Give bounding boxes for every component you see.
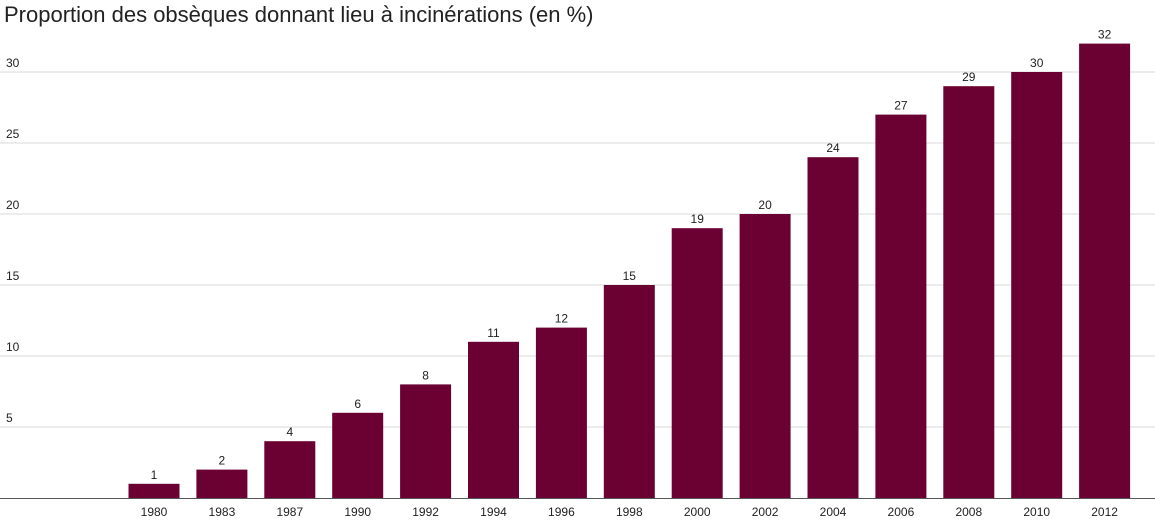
data-label: 15 [623, 269, 637, 283]
data-label: 2 [219, 454, 226, 468]
data-label: 20 [758, 198, 772, 212]
y-tick-label: 20 [6, 198, 20, 212]
x-axis-ticks: 1980 1983 1987 1990 1992 1994 1996 1998 2000 2002… [141, 505, 1119, 519]
data-label: 11 [487, 326, 500, 340]
bar-1980 [128, 483, 180, 498]
bar-2012 [1079, 43, 1131, 498]
x-tick-label: 2002 [752, 505, 779, 519]
bar-1987 [264, 441, 316, 498]
data-label: 32 [1098, 28, 1112, 42]
chart-title: Proportion des obsèques donnant lieu à i… [4, 2, 594, 27]
bar-1990 [332, 412, 384, 498]
x-tick-label: 1990 [344, 505, 371, 519]
x-tick-label: 1998 [616, 505, 643, 519]
bar-2002 [739, 214, 791, 498]
y-tick-label: 5 [6, 411, 13, 425]
x-tick-label: 2000 [684, 505, 711, 519]
bar-2006 [875, 114, 927, 498]
y-tick-label: 30 [6, 56, 20, 70]
x-tick-label: 2004 [820, 505, 847, 519]
bar-1992 [400, 384, 452, 498]
x-tick-label: 1987 [276, 505, 303, 519]
x-tick-label: 2006 [888, 505, 915, 519]
x-tick-label: 2010 [1023, 505, 1050, 519]
data-label: 27 [894, 99, 908, 113]
bar-2004 [807, 157, 859, 498]
x-tick-label: 1983 [209, 505, 236, 519]
data-label: 4 [286, 425, 293, 439]
x-tick-label: 2012 [1091, 505, 1118, 519]
y-tick-label: 25 [6, 127, 20, 141]
x-tick-label: 1994 [480, 505, 507, 519]
bar-1998 [603, 285, 655, 498]
y-tick-label: 15 [6, 269, 20, 283]
data-label: 29 [962, 70, 976, 84]
bar-1996 [535, 327, 587, 498]
data-label: 24 [826, 141, 840, 155]
bar-1983 [196, 469, 248, 498]
y-tick-label: 10 [6, 340, 20, 354]
bar-2008 [943, 86, 995, 498]
data-label: 8 [422, 368, 429, 382]
x-tick-label: 1980 [141, 505, 168, 519]
bars [128, 43, 1131, 498]
data-label: 1 [151, 468, 158, 482]
data-label: 12 [555, 312, 569, 326]
bar-1994 [468, 341, 519, 498]
x-tick-label: 1996 [548, 505, 575, 519]
bar-2000 [671, 228, 723, 498]
bar-2010 [1011, 72, 1063, 498]
y-axis-ticks: 5 10 15 20 25 30 [6, 56, 20, 425]
data-label: 30 [1030, 56, 1044, 70]
data-label: 19 [691, 212, 705, 226]
x-tick-label: 2008 [955, 505, 982, 519]
x-tick-label: 1992 [412, 505, 439, 519]
data-label: 6 [354, 397, 361, 411]
